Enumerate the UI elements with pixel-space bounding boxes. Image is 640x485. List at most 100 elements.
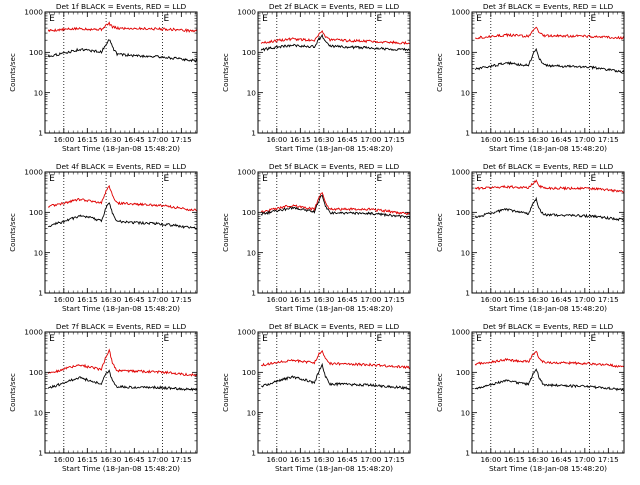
event-marker-label: E — [262, 174, 268, 184]
y-tick-label: 1 — [38, 449, 43, 458]
x-tick-label: 16:15 — [77, 295, 98, 304]
y-tick-label: 1000 — [237, 328, 256, 337]
event-marker-label: E — [49, 174, 55, 184]
x-tick-label: 17:00 — [360, 135, 381, 144]
x-tick-label: 16:45 — [337, 135, 358, 144]
y-tick-label: 100 — [242, 208, 256, 217]
y-tick-label: 1 — [251, 449, 256, 458]
x-axis-label: Start Time (18-Jan-08 15:48:20) — [275, 144, 393, 153]
x-tick-label: 16:00 — [480, 455, 501, 464]
events-series-line — [260, 362, 411, 390]
y-tick-label: 1 — [465, 449, 470, 458]
panel-title: Det 9f BLACK = Events, RED = LLD — [483, 322, 614, 331]
x-tick-label: 16:30 — [527, 295, 548, 304]
x-tick-label: 16:45 — [551, 135, 572, 144]
x-tick-label: 16:30 — [313, 455, 334, 464]
panel-title: Det 5f BLACK = Events, RED = LLD — [269, 162, 400, 171]
x-tick-label: 16:45 — [551, 295, 572, 304]
event-marker-label: E — [377, 334, 383, 344]
event-marker-label: E — [377, 14, 383, 24]
plot-frame — [471, 171, 625, 294]
x-tick-label: 16:30 — [313, 295, 334, 304]
detector-panel: Det 6f BLACK = Events, RED = LLD 1 10 100 10… — [436, 162, 625, 313]
x-tick-label: 16:15 — [77, 135, 98, 144]
lld-series-line — [47, 21, 198, 34]
plot-frame — [257, 331, 411, 454]
x-tick-label: 16:45 — [124, 135, 145, 144]
lld-series-line — [260, 29, 411, 45]
x-tick-label: 16:15 — [504, 455, 525, 464]
x-tick-label: 16:30 — [100, 295, 121, 304]
x-tick-label: 16:15 — [504, 135, 525, 144]
x-tick-label: 16:00 — [53, 295, 74, 304]
plot-frame — [257, 11, 411, 134]
y-tick-label: 1000 — [237, 168, 256, 177]
x-axis-label: Start Time (18-Jan-08 15:48:20) — [489, 464, 607, 473]
y-axis-label: Counts/sec — [9, 53, 17, 92]
lld-series-line — [47, 184, 198, 212]
x-tick-label: 16:45 — [551, 455, 572, 464]
plot-frame — [44, 11, 198, 134]
x-tick-label: 17:00 — [574, 455, 595, 464]
y-tick-label: 100 — [242, 48, 256, 57]
events-series-line — [474, 47, 625, 74]
panel-title: Det 3f BLACK = Events, RED = LLD — [483, 2, 614, 11]
events-series-line — [474, 368, 625, 392]
x-tick-label: 16:45 — [337, 295, 358, 304]
x-tick-label: 16:45 — [337, 455, 358, 464]
x-axis-label: Start Time (18-Jan-08 15:48:20) — [62, 144, 180, 153]
plot-frame — [471, 331, 625, 454]
x-tick-label: 16:00 — [480, 135, 501, 144]
x-tick-label: 17:00 — [574, 295, 595, 304]
x-tick-label: 16:30 — [100, 455, 121, 464]
y-tick-label: 1000 — [24, 8, 43, 17]
event-marker-label: E — [164, 174, 170, 184]
x-axis-label: Start Time (18-Jan-08 15:48:20) — [489, 144, 607, 153]
y-tick-label: 10 — [247, 408, 257, 417]
plot-frame — [44, 331, 198, 454]
detector-panel: Det 7f BLACK = Events, RED = LLD 1 10 100 10… — [9, 322, 198, 473]
panel-title: Det 7f BLACK = Events, RED = LLD — [56, 322, 187, 331]
x-tick-label: 17:00 — [147, 135, 168, 144]
event-marker-label: E — [164, 14, 170, 24]
x-tick-label: 16:00 — [53, 135, 74, 144]
x-tick-label: 16:15 — [504, 295, 525, 304]
x-tick-label: 17:15 — [171, 135, 192, 144]
y-tick-label: 1000 — [24, 328, 43, 337]
y-tick-label: 1000 — [451, 168, 470, 177]
x-tick-label: 16:30 — [313, 135, 334, 144]
y-tick-label: 100 — [242, 368, 256, 377]
y-axis-label: Counts/sec — [436, 53, 444, 92]
detector-panel: Det 5f BLACK = Events, RED = LLD 1 10 100 10… — [222, 162, 411, 313]
detector-panel: Det 2f BLACK = Events, RED = LLD 1 10 100 10… — [222, 2, 411, 153]
y-tick-label: 1000 — [451, 8, 470, 17]
x-tick-label: 16:30 — [527, 135, 548, 144]
y-tick-label: 100 — [456, 368, 470, 377]
lld-series-line — [474, 350, 625, 368]
lld-series-line — [474, 179, 625, 193]
detector-panel: Det 1f BLACK = Events, RED = LLD 1 10 100 10… — [9, 2, 198, 153]
event-marker-label: E — [262, 14, 268, 24]
event-marker-label: E — [262, 334, 268, 344]
events-series-line — [47, 369, 198, 392]
x-tick-label: 16:15 — [290, 455, 311, 464]
x-tick-label: 16:45 — [124, 455, 145, 464]
panel-title: Det 8f BLACK = Events, RED = LLD — [269, 322, 400, 331]
x-axis-label: Start Time (18-Jan-08 15:48:20) — [62, 464, 180, 473]
x-tick-label: 17:00 — [360, 295, 381, 304]
events-series-line — [260, 33, 411, 52]
events-series-line — [47, 39, 198, 63]
event-marker-label: E — [591, 174, 597, 184]
detector-panel: Det 3f BLACK = Events, RED = LLD 1 10 100 10… — [436, 2, 625, 153]
event-marker-label: E — [476, 334, 482, 344]
y-tick-label: 1000 — [451, 328, 470, 337]
x-tick-label: 17:15 — [598, 135, 619, 144]
x-tick-label: 16:00 — [266, 455, 287, 464]
y-axis-label: Counts/sec — [222, 53, 230, 92]
x-axis-label: Start Time (18-Jan-08 15:48:20) — [275, 464, 393, 473]
x-tick-label: 16:15 — [290, 295, 311, 304]
x-tick-label: 17:15 — [598, 455, 619, 464]
lld-series-line — [260, 349, 411, 370]
